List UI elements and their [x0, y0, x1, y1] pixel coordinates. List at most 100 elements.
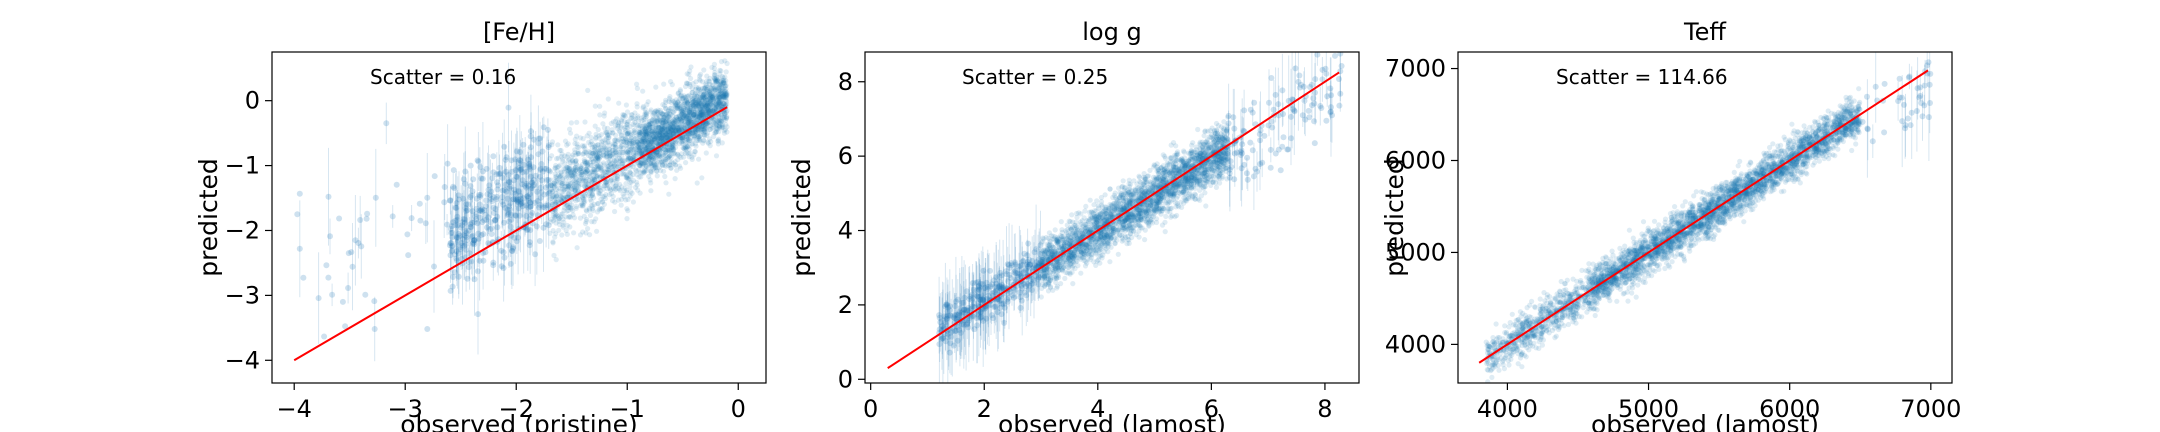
data-point: [693, 99, 700, 106]
data-point: [704, 121, 710, 127]
data-point: [676, 113, 683, 119]
data-point: [668, 99, 674, 105]
data-point: [505, 104, 512, 111]
data-point: [706, 99, 712, 105]
data-point: [602, 137, 608, 143]
data-point: [572, 171, 578, 177]
data-point: [714, 104, 721, 110]
data-point: [670, 131, 676, 137]
data-point: [717, 101, 723, 107]
data-point: [685, 93, 691, 99]
data-point: [667, 126, 674, 132]
data-point: [329, 291, 336, 298]
data-point: [700, 88, 707, 94]
data-point: [631, 155, 637, 161]
data-point: [715, 119, 722, 125]
data-point: [691, 98, 698, 104]
data-point: [702, 133, 708, 139]
data-point: [581, 198, 587, 204]
data-point: [646, 121, 652, 128]
data-point: [720, 124, 726, 130]
data-point: [444, 221, 451, 228]
data-point: [667, 105, 673, 111]
data-point: [566, 185, 572, 191]
data-point: [712, 85, 718, 91]
data-point: [722, 88, 729, 94]
data-point: [690, 81, 696, 87]
data-point: [693, 114, 699, 120]
data-point: [685, 132, 692, 138]
data-point: [649, 139, 655, 145]
data-point: [462, 168, 469, 175]
data-point: [667, 132, 673, 138]
data-point: [656, 152, 662, 158]
data-point: [693, 96, 700, 102]
data-point: [698, 101, 704, 107]
data-point: [624, 109, 631, 115]
data-point: [582, 178, 588, 184]
data-point: [714, 86, 720, 93]
data-point: [653, 114, 659, 120]
data-point: [669, 144, 675, 150]
data-point: [704, 94, 710, 100]
data-point: [673, 105, 679, 111]
data-point: [604, 153, 610, 159]
data-point: [598, 173, 604, 180]
data-point: [699, 126, 705, 132]
data-point: [652, 109, 658, 115]
data-point: [718, 59, 725, 65]
data-point: [625, 130, 631, 136]
data-point: [634, 81, 640, 87]
data-point: [646, 130, 652, 136]
data-point: [669, 121, 676, 127]
data-point: [550, 218, 557, 224]
data-point: [701, 100, 707, 106]
data-point: [690, 102, 696, 108]
data-point: [702, 84, 709, 90]
data-point: [689, 90, 695, 96]
data-point: [674, 124, 680, 130]
data-point: [663, 137, 669, 143]
data-point: [625, 196, 631, 203]
data-point: [723, 94, 730, 100]
data-point: [707, 75, 713, 81]
data-point: [647, 153, 653, 160]
data-point: [675, 157, 681, 163]
data-point: [707, 89, 713, 95]
data-point: [581, 168, 588, 174]
data-point: [554, 212, 560, 218]
data-point: [643, 163, 649, 169]
data-point: [658, 168, 664, 174]
data-point: [1020, 269, 1027, 275]
data-point: [567, 130, 574, 136]
data-point: [666, 147, 672, 154]
data-point: [680, 110, 686, 116]
data-point: [676, 127, 682, 133]
data-point: [649, 139, 655, 145]
data-point: [595, 186, 601, 192]
data-point: [715, 138, 722, 144]
data-point: [574, 166, 580, 172]
data-point: [553, 173, 559, 179]
data-point: [672, 129, 678, 135]
data-point: [648, 107, 654, 113]
data-point: [674, 128, 680, 134]
data-point: [557, 162, 563, 168]
data-point: [722, 110, 728, 117]
data-point: [656, 165, 662, 171]
data-point: [696, 85, 702, 91]
data-point: [609, 130, 616, 136]
data-point: [686, 120, 692, 126]
data-point: [650, 142, 656, 148]
data-point: [561, 219, 567, 225]
data-point: [719, 103, 725, 109]
data-point: [635, 113, 641, 119]
data-point: [1014, 273, 1021, 280]
data-point: [663, 111, 670, 117]
data-point: [711, 120, 717, 126]
data-point: [605, 159, 611, 165]
data-point: [592, 149, 599, 155]
data-point: [716, 82, 722, 88]
data-point: [699, 112, 705, 118]
data-point: [641, 134, 647, 140]
